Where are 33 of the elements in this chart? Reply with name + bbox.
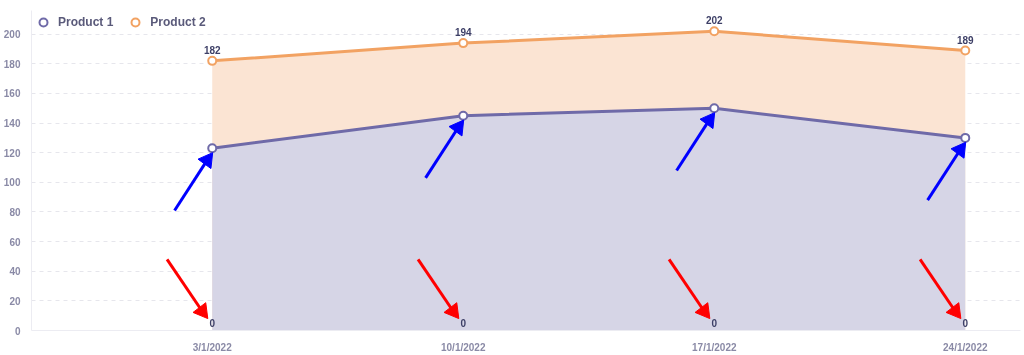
y-tick-label: 100 — [3, 177, 21, 189]
annotation: 0 — [962, 317, 969, 329]
data-label: 189 — [956, 34, 975, 46]
x-tick-label: 10/1/2022 — [441, 341, 486, 353]
point — [207, 143, 218, 154]
y-tick-label: 180 — [3, 58, 21, 70]
data-label: 194 — [454, 27, 473, 39]
y-tick-label: 160 — [3, 88, 21, 100]
annotation: 0 — [460, 317, 467, 329]
y-tick-label: 80 — [9, 206, 21, 218]
data-label: 182 — [203, 44, 222, 56]
point — [709, 103, 720, 114]
y-tick-label: 20 — [9, 295, 21, 307]
point — [709, 26, 720, 37]
y-tick-label: 0 — [14, 325, 21, 337]
y-tick-label: 200 — [3, 29, 21, 41]
point — [960, 132, 971, 143]
legend-label: Product 2 — [150, 15, 206, 29]
y-tick-label: 140 — [3, 118, 21, 130]
point — [207, 55, 218, 66]
y-tick-label: 120 — [3, 147, 21, 159]
data-label: 202 — [705, 15, 724, 27]
annotation: 0 — [711, 317, 718, 329]
point — [960, 45, 971, 56]
legend-label: Product 1 — [58, 15, 114, 29]
x-tick-label: 17/1/2022 — [692, 341, 737, 353]
x-tick-label: 3/1/2022 — [192, 341, 233, 353]
point — [458, 38, 469, 49]
x-tick-label: 24/1/2022 — [943, 341, 988, 353]
y-tick-label: 40 — [9, 266, 21, 278]
y-tick-label: 60 — [9, 236, 21, 248]
point — [458, 110, 469, 121]
annotation: 0 — [209, 317, 216, 329]
